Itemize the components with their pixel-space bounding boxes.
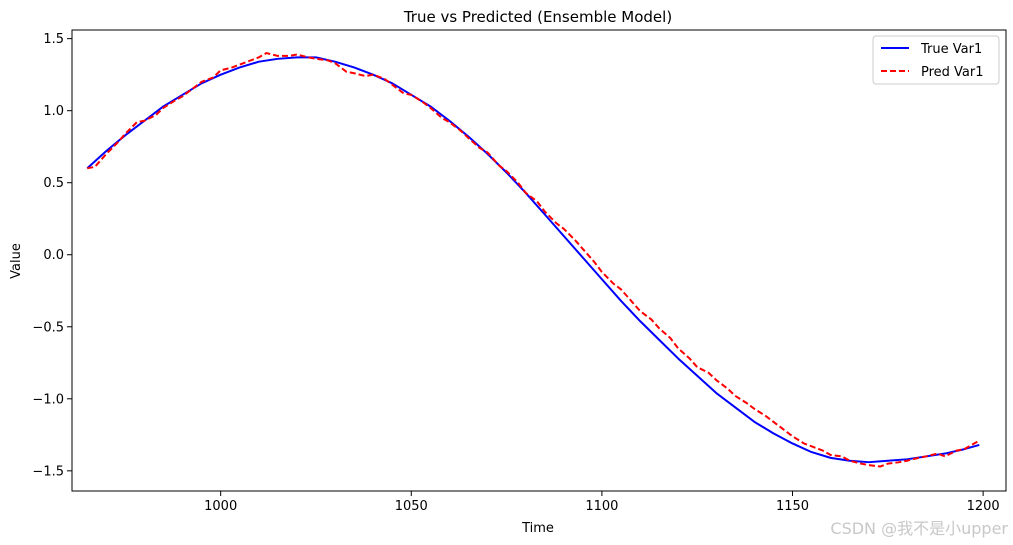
watermark: CSDN @我不是小upper bbox=[830, 519, 1008, 538]
legend-label-true: True Var1 bbox=[920, 42, 982, 57]
y-tick-label: −1.0 bbox=[32, 392, 64, 407]
x-axis-label: Time bbox=[521, 521, 554, 536]
y-tick-label: 1.5 bbox=[43, 32, 64, 47]
x-tick-label: 1150 bbox=[776, 499, 809, 514]
x-tick-label: 1050 bbox=[395, 499, 428, 514]
y-tick-label: −1.5 bbox=[32, 464, 64, 479]
x-tick-label: 1100 bbox=[585, 499, 618, 514]
legend-label-pred: Pred Var1 bbox=[921, 65, 984, 80]
x-tick-label: 1200 bbox=[967, 499, 1000, 514]
chart-title: True vs Predicted (Ensemble Model) bbox=[403, 8, 672, 26]
legend: True Var1 Pred Var1 bbox=[872, 35, 1000, 85]
y-tick-label: −0.5 bbox=[32, 320, 64, 335]
series-line-pred bbox=[87, 52, 980, 468]
x-tick-label: 1000 bbox=[204, 499, 237, 514]
y-axis: 1.5 1.0 0.5 0.0 −0.5 −1.0 −1.5 bbox=[32, 32, 72, 479]
axes-frame bbox=[71, 29, 1007, 492]
y-axis-label: Value bbox=[9, 243, 24, 279]
y-tick-label: 0.0 bbox=[43, 248, 64, 263]
series-line-true bbox=[86, 56, 980, 464]
plot-area bbox=[86, 52, 980, 468]
y-tick-label: 0.5 bbox=[43, 176, 64, 191]
y-tick-label: 1.0 bbox=[43, 104, 64, 119]
x-axis: 1000 1050 1100 1150 1200 bbox=[204, 491, 1000, 514]
